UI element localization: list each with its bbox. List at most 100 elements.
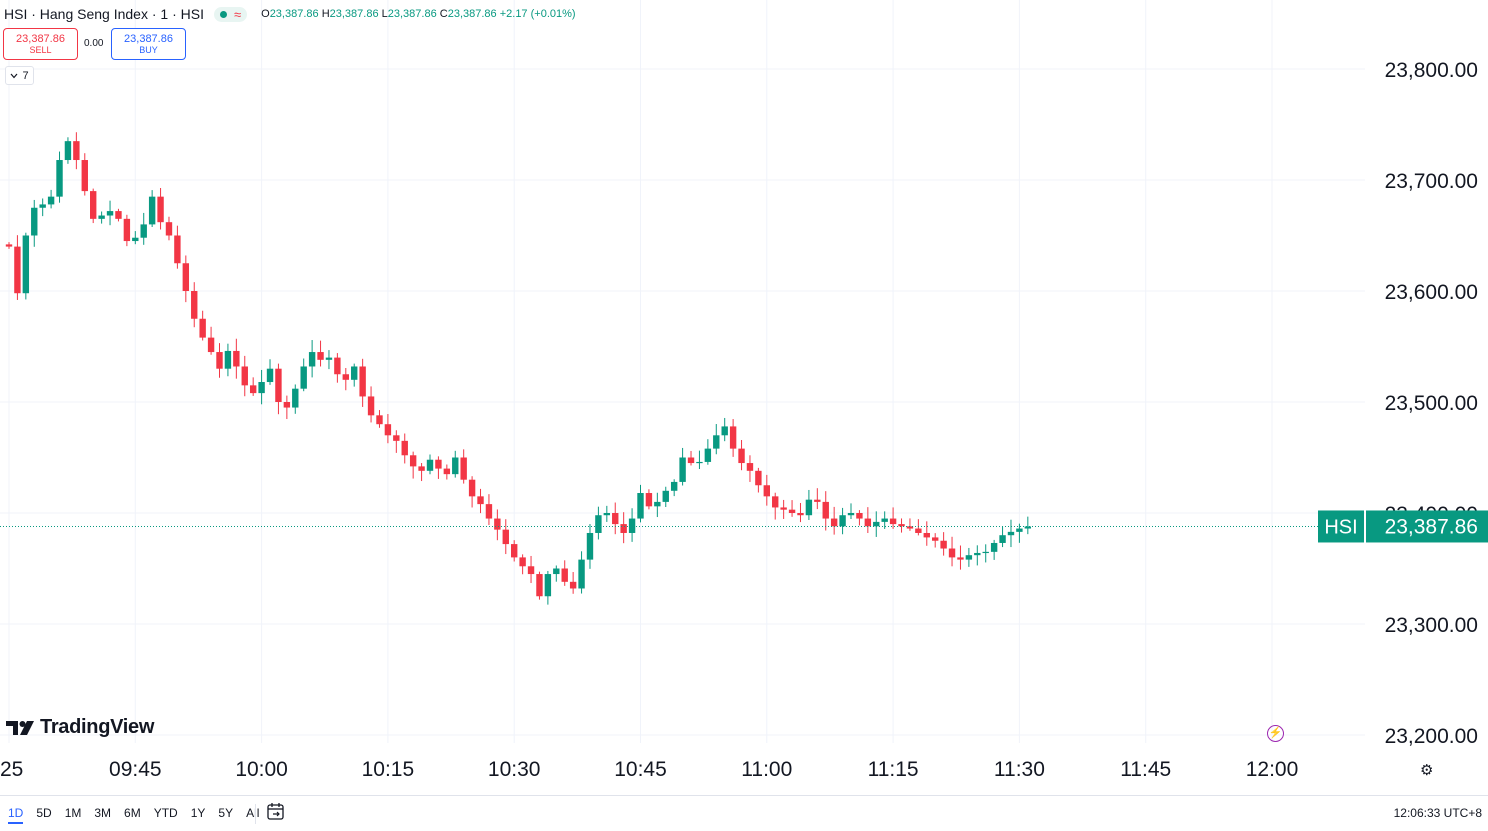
candle-body [468,479,476,497]
lightning-icon[interactable]: ⚡ [1267,725,1284,742]
candle-body [536,574,543,597]
sell-price: 23,387.86 [16,33,65,45]
candle-body [628,518,636,533]
candle-body [595,515,602,533]
approx-icon: ≈ [233,6,242,22]
candle-body [233,350,240,367]
price-axis[interactable]: 23,800.0023,700.0023,600.0023,500.0023,4… [1385,59,1478,748]
price-tag-symbol: HSI [1324,516,1357,538]
range-button-3m[interactable]: 3M [94,806,112,820]
candle-body [165,222,173,236]
candle-body [106,211,114,216]
clock-timezone[interactable]: 12:06:33 UTC+8 [1393,806,1482,820]
candle-body [199,318,206,338]
price-tag-symbol-bg [1318,510,1364,543]
tradingview-logo-text: TradingView [40,716,155,738]
time-axis[interactable]: 25 09:45 10:00 10:15 10:30 10:45 11:00 11:15 11:… [0,758,1298,781]
candle-body [679,457,686,482]
candle-body [14,246,21,294]
range-button-all[interactable]: All [246,806,260,820]
candle-body [90,191,97,219]
calendar-goto-icon[interactable] [265,802,287,822]
price-tick-label: 23,800.00 [1385,59,1478,82]
candle-body [249,385,257,394]
candle-body [266,368,274,383]
spread-value: 0.00 [84,38,104,49]
market-status-badge[interactable]: ≈ [213,6,248,22]
candle-body [881,518,888,522]
candle-body [191,291,198,319]
settings-gear-icon[interactable]: ⚙ [1420,762,1434,779]
buy-button[interactable]: 23,387.86 BUY [111,28,186,60]
candle-body [780,507,787,510]
candle-body [721,426,728,436]
candle-body [637,493,644,519]
candle-body [140,224,147,238]
candle-body [132,237,139,242]
candle-body [830,518,838,527]
candle-body [948,548,956,558]
chart-grid [0,0,1365,743]
ohlc-high-label: H [321,8,330,20]
candle-body [359,366,366,397]
date-range-selector: 1D 5D 1M 3M 6M YTD 1Y 5Y All [8,806,272,824]
price-tag-value-bg [1366,510,1488,543]
candle-body [292,388,299,408]
tradingview-logo-icon [6,720,34,735]
buy-price: 23,387.86 [124,33,173,45]
range-button-1m[interactable]: 1M [64,806,82,820]
chevron-down-icon [10,73,18,78]
candle-body [325,357,333,360]
symbol-title[interactable]: HSI · Hang Seng Index · 1 · HSI [4,6,204,22]
time-tick-label: 09:45 [109,758,162,781]
candle-body [578,559,585,589]
candle-body [123,218,131,242]
candle-body [704,448,712,462]
range-button-ytd[interactable]: YTD [153,806,178,820]
candle-body [612,513,619,525]
indicators-toggle-button[interactable]: 7 [5,66,34,85]
candle-body [586,532,594,560]
ohlc-close-label: C [439,8,448,20]
candle-body [696,461,703,464]
price-chart[interactable]: 23,800.0023,700.0023,600.0023,500.0023,4… [0,0,1488,795]
range-button-5y[interactable]: 5Y [218,806,234,820]
ohlc-change-value: +2.17 (+0.01%) [499,8,576,20]
candle-body [283,402,291,408]
candle-body [157,196,164,223]
price-tick-label: 23,500.00 [1385,392,1478,415]
price-tick-label: 23,300.00 [1385,614,1478,637]
candle-body [73,141,80,161]
candle-body [965,555,973,560]
range-button-1d[interactable]: 1D [8,806,29,824]
candle-body [300,366,307,389]
candle-body [822,501,829,519]
candle-body [241,366,248,386]
symbol-header: HSI · Hang Seng Index · 1 · HSI ≈ O23,38… [4,5,576,23]
range-button-1y[interactable]: 1Y [190,806,206,820]
candle-body [342,374,349,380]
sell-button[interactable]: 23,387.86 SELL [3,28,78,60]
candle-body [511,544,518,558]
candle-body [738,448,745,464]
candle-body [502,529,509,545]
toolbar-divider [255,804,256,824]
candle-body [5,244,13,247]
candle-body [426,459,434,471]
range-button-6m[interactable]: 6M [124,806,141,820]
sell-label: SELL [29,45,52,55]
candle-body [915,528,922,533]
candlestick-series [5,132,1032,605]
candle-body [923,532,930,538]
time-tick-label: 10:30 [488,758,541,781]
range-button-5d[interactable]: 5D [36,806,52,820]
tradingview-logo[interactable]: TradingView [6,716,154,739]
candle-body [620,524,627,533]
ohlc-open-label: O [261,8,270,20]
candle-body [216,352,223,369]
candle-body [182,263,190,291]
market-open-dot-icon [219,10,227,18]
indicators-count: 7 [22,69,29,82]
buy-label: BUY [139,45,158,55]
candle-body [603,513,611,516]
